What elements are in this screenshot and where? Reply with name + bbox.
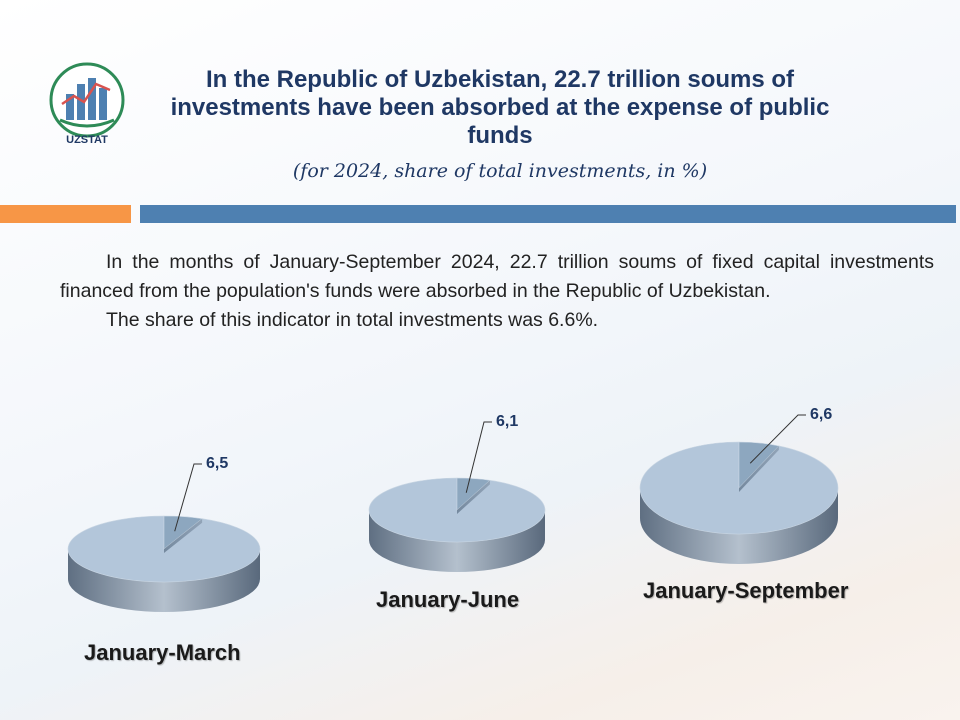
pie-slice-public-funds: [163, 515, 203, 550]
uzstat-logo: UZSTAT: [49, 62, 125, 146]
pie-slice-public-funds: [738, 441, 780, 489]
period-label-january-march: January-March: [84, 640, 241, 665]
pie-depth-side: [369, 510, 545, 572]
accent-bar-blue: [140, 205, 956, 223]
pie-slice-edge: [739, 445, 779, 492]
description-paragraph-2: The share of this indicator in total inv…: [106, 309, 599, 331]
page-title: In the Republic of Uzbekistan, 22.7 tril…: [170, 66, 830, 149]
description-paragraph-1: In the months of January-September 2024,…: [60, 251, 934, 302]
period-label-january-june: January-June: [376, 587, 520, 612]
accent-bar-orange: [0, 205, 131, 223]
pie-depth-side: [68, 549, 260, 612]
leader-line: [174, 463, 202, 532]
logo-text: UZSTAT: [66, 134, 108, 146]
leader-line: [465, 421, 492, 493]
pie-slice-other: [67, 515, 261, 583]
pie-slice-public-funds: [456, 477, 491, 511]
pie-slice-edge: [164, 518, 203, 553]
pie-depth-side: [640, 488, 838, 564]
data-label: 6,5: [206, 455, 228, 472]
data-label: 6,1: [496, 413, 518, 430]
leader-line: [749, 414, 806, 464]
period-label-january-september: January-September: [643, 578, 849, 603]
data-label: 6,6: [810, 406, 832, 423]
description-text: In the months of January-September 2024,…: [60, 248, 934, 335]
page-subtitle: (for 2024, share of total investments, i…: [292, 160, 708, 182]
pie-slice-edge: [457, 480, 490, 514]
